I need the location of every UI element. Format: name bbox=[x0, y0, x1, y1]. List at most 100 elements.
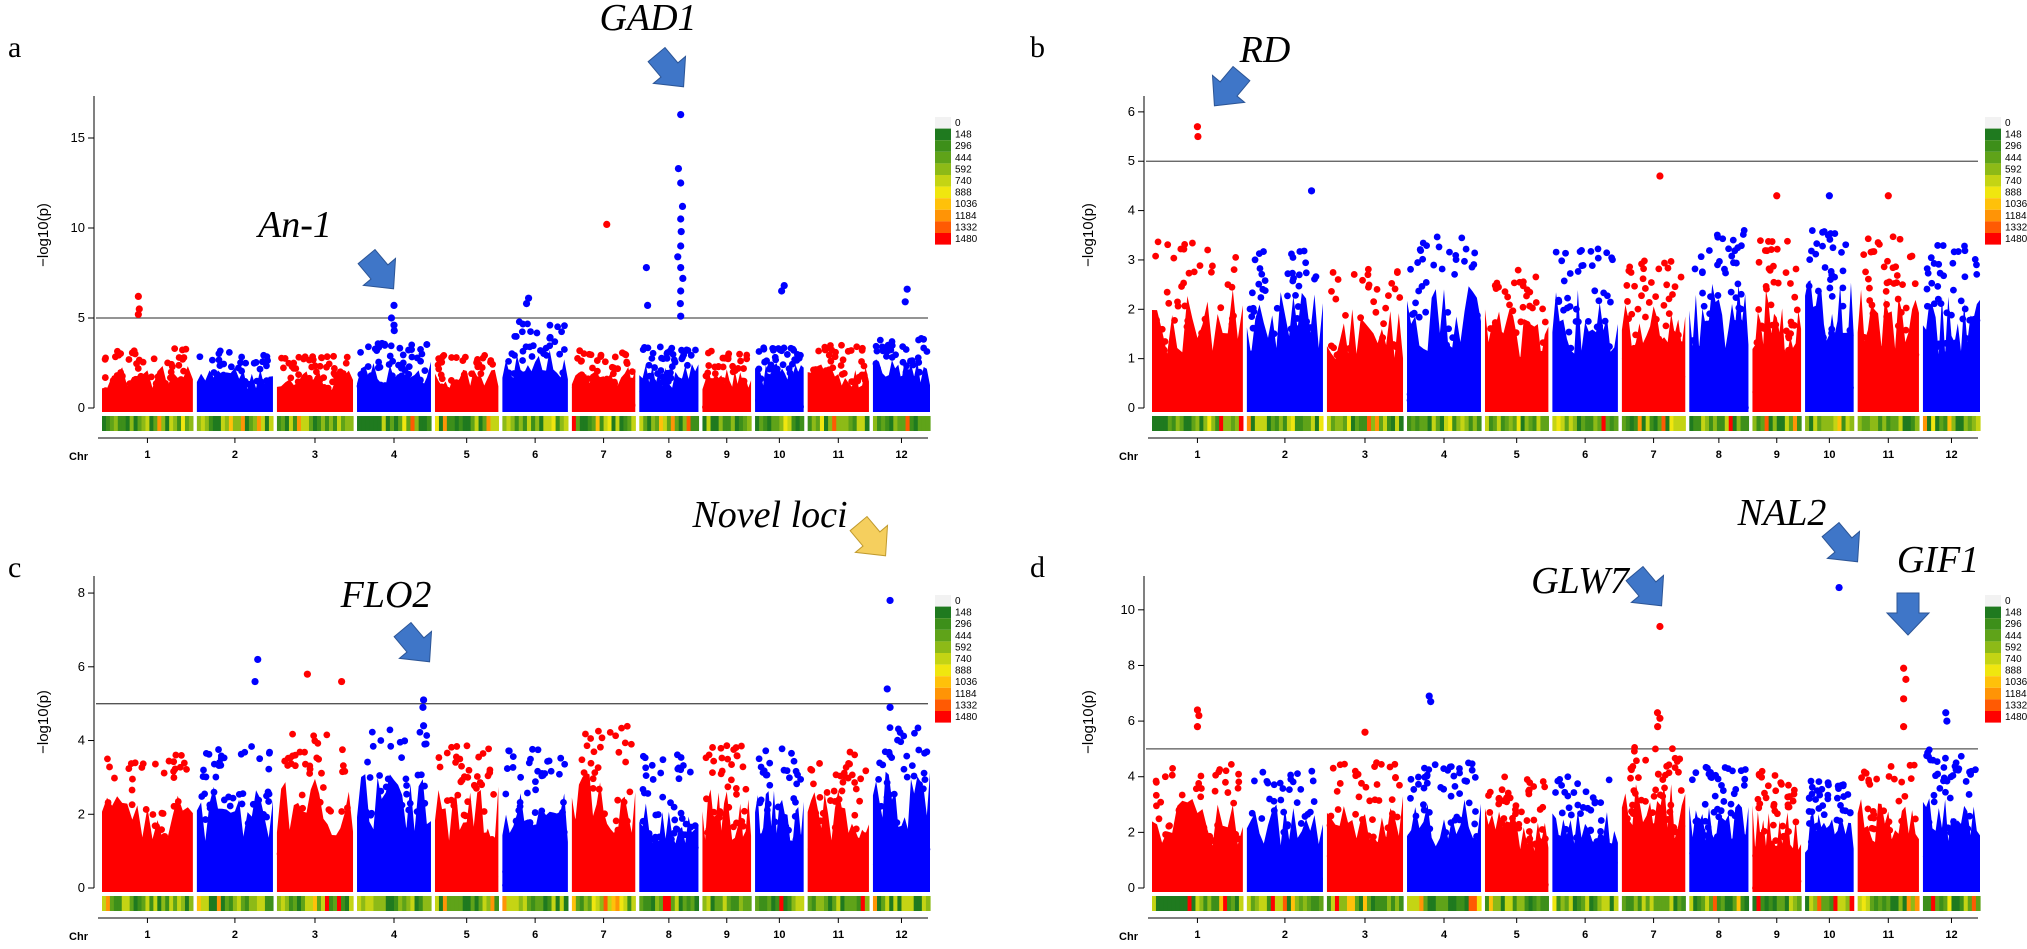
density-cell bbox=[747, 416, 752, 431]
snp-point bbox=[1755, 804, 1763, 812]
snp-point bbox=[1676, 367, 1684, 375]
snp-point bbox=[819, 809, 827, 817]
snp-point bbox=[1280, 808, 1288, 816]
density-cell bbox=[651, 416, 656, 431]
snp-point bbox=[717, 744, 725, 752]
snp-point bbox=[1770, 278, 1778, 286]
density-cell bbox=[1508, 416, 1514, 431]
density-cell bbox=[1167, 896, 1173, 911]
density-cell bbox=[1825, 896, 1830, 911]
snp-point bbox=[1565, 328, 1573, 336]
density-cell bbox=[1601, 896, 1607, 911]
snp-point bbox=[614, 826, 622, 834]
snp-point bbox=[1432, 401, 1440, 409]
snp-point bbox=[1372, 355, 1380, 363]
legend-swatch bbox=[935, 699, 951, 711]
density-cell bbox=[446, 896, 452, 911]
snp-point bbox=[1642, 313, 1649, 321]
density-cell bbox=[240, 416, 246, 431]
density-cell bbox=[332, 416, 338, 431]
snp-point bbox=[1705, 882, 1713, 890]
snp-point bbox=[1248, 289, 1256, 297]
legend-label: 592 bbox=[955, 642, 972, 653]
snp-point bbox=[1224, 281, 1232, 288]
snp-point bbox=[789, 345, 797, 353]
density-cell bbox=[682, 416, 688, 431]
snp-point bbox=[595, 785, 603, 793]
snp-point bbox=[623, 722, 631, 730]
snp-point bbox=[874, 365, 882, 372]
snp-point bbox=[1345, 358, 1353, 366]
snp-point bbox=[766, 364, 774, 372]
density-cell bbox=[1448, 416, 1453, 431]
snp-point bbox=[312, 383, 319, 391]
snp-point bbox=[1947, 849, 1955, 857]
density-cell bbox=[1207, 416, 1212, 431]
snp-point bbox=[1655, 265, 1663, 273]
snp-point bbox=[1807, 777, 1815, 785]
snp-point bbox=[1190, 268, 1198, 276]
snp-point bbox=[732, 744, 740, 751]
snp-point bbox=[1434, 856, 1442, 864]
density-cell bbox=[1641, 416, 1647, 431]
snp-point bbox=[1830, 846, 1838, 854]
density-cell bbox=[828, 896, 833, 911]
snp-point bbox=[645, 400, 653, 408]
density-cell bbox=[1460, 416, 1466, 431]
snp-point bbox=[885, 377, 893, 384]
density-cell bbox=[1772, 896, 1778, 911]
density-cell bbox=[1902, 896, 1908, 911]
snp-point bbox=[1504, 293, 1512, 301]
snp-point bbox=[1498, 831, 1506, 839]
snp-point bbox=[1298, 356, 1305, 363]
snp-point bbox=[1824, 795, 1832, 803]
snp-point bbox=[574, 816, 582, 824]
snp-point bbox=[1732, 294, 1740, 301]
density-cell bbox=[734, 416, 740, 431]
density-cell bbox=[1705, 896, 1710, 911]
snp-point bbox=[1698, 827, 1706, 835]
density-cell bbox=[173, 896, 178, 911]
snp-point bbox=[1887, 763, 1895, 770]
snp-point bbox=[291, 751, 299, 759]
density-cell bbox=[643, 416, 648, 431]
legend-label: 296 bbox=[955, 619, 972, 630]
snp-point bbox=[1388, 810, 1396, 818]
snp-point bbox=[1512, 399, 1520, 406]
snp-point bbox=[400, 859, 408, 867]
density-cell bbox=[1167, 416, 1173, 431]
snp-point bbox=[725, 803, 733, 811]
snp-point bbox=[668, 835, 675, 843]
density-cell bbox=[1922, 896, 1928, 911]
legend-label: 148 bbox=[955, 608, 972, 619]
snp-point bbox=[1910, 395, 1917, 403]
snp-point bbox=[1772, 865, 1780, 873]
snp-point bbox=[1275, 367, 1283, 375]
snp-point bbox=[1935, 260, 1943, 268]
density-cell bbox=[1544, 896, 1549, 911]
snp-point bbox=[435, 754, 443, 761]
snp-point bbox=[244, 880, 252, 888]
snp-point bbox=[1528, 874, 1536, 881]
snp-point bbox=[436, 763, 444, 771]
snp-point bbox=[1946, 383, 1953, 390]
snp-point bbox=[175, 361, 183, 369]
snp-point bbox=[711, 363, 719, 371]
density-cell bbox=[1524, 896, 1530, 911]
snp-point bbox=[527, 328, 534, 335]
snp-point bbox=[707, 854, 715, 862]
snp-point bbox=[1778, 360, 1786, 368]
snp-point bbox=[1868, 879, 1876, 887]
snp-point bbox=[1626, 884, 1634, 891]
snp-point bbox=[1785, 781, 1792, 789]
density-cell bbox=[252, 416, 258, 431]
snp-point bbox=[546, 862, 554, 869]
snp-point bbox=[235, 364, 242, 372]
snp-point bbox=[794, 833, 802, 840]
density-cell bbox=[1817, 896, 1822, 911]
snp-point bbox=[862, 767, 870, 775]
snp-point bbox=[890, 790, 898, 798]
density-cell bbox=[181, 416, 186, 431]
snp-point bbox=[1941, 883, 1948, 891]
